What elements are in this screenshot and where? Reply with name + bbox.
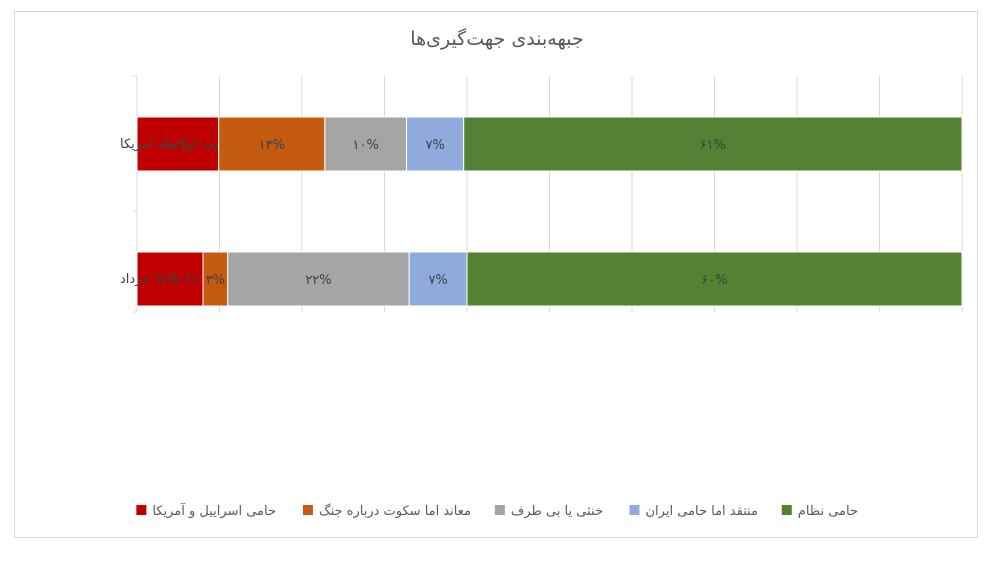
- chart-title: جبهه‌بندی جهت‌گیری‌ها: [410, 27, 583, 50]
- bars: ۱۰% ۱۳% ۱۰% ۷% ۶۱% ۸% ۳% ۲۲% ۷% ۶۰%: [136, 116, 963, 307]
- data-label: ۱۰%: [353, 138, 379, 153]
- legend-label: حامی نظام: [798, 504, 858, 519]
- bar-segment: [202, 251, 229, 307]
- data-label: ۷%: [425, 138, 444, 153]
- category-label: بعد از حمله آمریکا: [120, 135, 218, 152]
- data-label: ۱۳%: [259, 138, 285, 153]
- data-label: ۸%: [160, 273, 179, 288]
- bar-segment: [324, 116, 408, 172]
- bar-segment: [136, 251, 204, 307]
- legend-swatch: [494, 505, 505, 515]
- data-label: ۶۰%: [701, 273, 727, 288]
- legend-item[interactable]: منتقد اما حامی ایران: [629, 504, 759, 519]
- legend-item[interactable]: حامی اسراییل و آمریکا: [136, 502, 276, 519]
- bar-segment: [466, 251, 963, 307]
- bar-segment: [406, 116, 465, 172]
- category-labels: بعد از حمله آمریکا ۲۶ تا ۳۰ خرداد: [120, 135, 218, 287]
- data-label: ۶۱%: [700, 138, 726, 153]
- legend-swatch: [781, 505, 792, 515]
- data-label: ۱۰%: [165, 138, 191, 153]
- bar-segment: [227, 251, 410, 307]
- data-label: ۲۲%: [305, 273, 331, 288]
- category-label: ۲۶ تا ۳۰ خرداد: [120, 272, 198, 287]
- bar-segment: [408, 251, 468, 307]
- legend-swatch: [136, 505, 147, 515]
- legend-swatch: [302, 505, 313, 515]
- legend-label: خنثی یا بی طرف: [511, 504, 603, 519]
- data-label: ۳%: [206, 273, 225, 288]
- bar-segment: [463, 116, 963, 172]
- legend-label: معاند اما سکوت درباره جنگ: [319, 503, 471, 519]
- bar-segment: [218, 116, 326, 172]
- legend-item[interactable]: حامی نظام: [781, 504, 858, 519]
- legend-item[interactable]: خنثی یا بی طرف: [494, 504, 603, 519]
- legend-swatch: [629, 505, 640, 515]
- legend-label: حامی اسراییل و آمریکا: [152, 502, 276, 519]
- data-label: ۷%: [428, 273, 447, 288]
- legend: حامی نظام منتقد اما حامی ایران خنثی یا بی …: [136, 502, 858, 519]
- legend-item[interactable]: معاند اما سکوت درباره جنگ: [302, 503, 471, 519]
- legend-label: منتقد اما حامی ایران: [646, 504, 759, 519]
